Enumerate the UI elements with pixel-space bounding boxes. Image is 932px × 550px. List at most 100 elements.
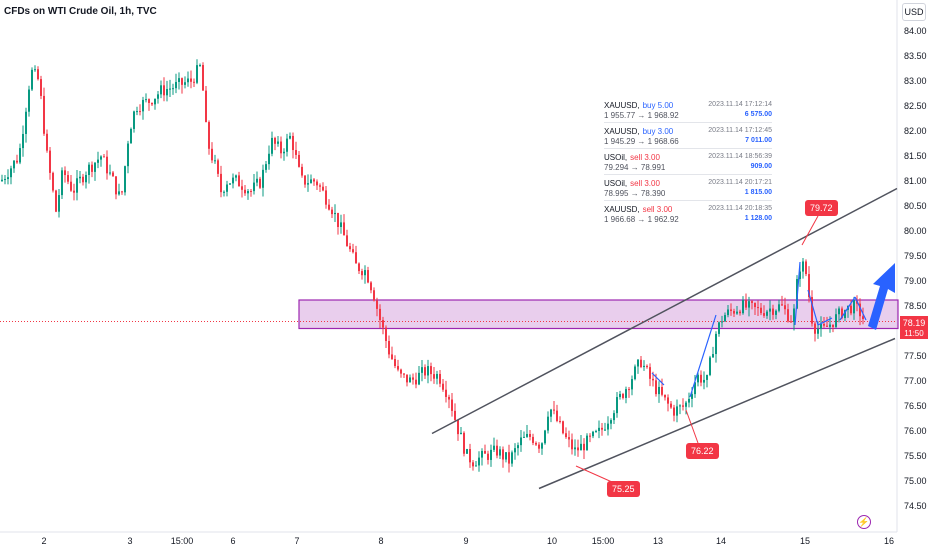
candle-body [328, 204, 330, 210]
callout-mid-leader [685, 409, 699, 444]
candle-body [34, 69, 36, 71]
trade-row[interactable]: USOil, sell 3.00 2023.11.14 18:56:39 79.2… [604, 149, 772, 175]
trade-row[interactable]: XAUUSD, buy 5.00 2023.11.14 17:12:14 1 95… [604, 97, 772, 123]
candle-body [160, 85, 162, 95]
time-axis: 2 3 15:00 6 7 8 9 10 15:00 13 14 15 16 [41, 536, 894, 546]
candle-body [487, 453, 489, 460]
candle-body [556, 410, 558, 421]
candle-body [448, 396, 450, 400]
time-tick-label: 15:00 [171, 536, 194, 546]
lightning-icon[interactable]: ⚡ [857, 515, 871, 529]
candle-body [271, 137, 273, 154]
candle-body [721, 321, 723, 323]
candle-body [703, 379, 705, 383]
candle-body [289, 135, 291, 139]
current-price-badge: 78.19 [900, 316, 928, 330]
candle-body [835, 314, 837, 327]
candle-body [217, 160, 219, 174]
candle-body [139, 111, 141, 113]
candle-body [337, 212, 339, 227]
candle-body [343, 222, 345, 236]
candle-body [232, 177, 234, 184]
candle-body [442, 383, 444, 390]
resistance-zone-layer [0, 299, 899, 330]
candle-body [220, 173, 222, 193]
drawings-layer [431, 187, 898, 490]
candle-body [766, 311, 768, 316]
candle-body [607, 423, 609, 430]
candle-body [58, 195, 60, 212]
candle-body [439, 373, 441, 384]
candle-body [46, 133, 48, 151]
candle-body [562, 421, 564, 434]
price-tick-label: 83.00 [904, 76, 927, 86]
trade-symbol: XAUUSD, [604, 101, 640, 110]
candle-body [28, 89, 30, 112]
candle-body [193, 81, 195, 83]
candle-body [169, 88, 171, 90]
candle-body [313, 179, 315, 182]
trade-prices: 79.294 → 78.991 [604, 163, 666, 172]
candle-body [649, 367, 651, 379]
candle-body [142, 99, 144, 112]
candle-body [655, 380, 657, 395]
candle-body [370, 282, 372, 291]
candle-body [43, 95, 45, 134]
candle-body [76, 178, 78, 193]
candle-body [151, 102, 153, 105]
candle-body [247, 191, 249, 194]
trade-symbol: USOil, [604, 179, 628, 188]
candle-body [601, 427, 603, 430]
price-tick-label: 75.00 [904, 476, 927, 486]
candle-body [700, 374, 702, 383]
candle-body [253, 182, 255, 192]
candle-body [784, 305, 786, 310]
trade-row[interactable]: XAUUSD, sell 3.00 2023.11.14 20:18:35 1 9… [604, 201, 772, 226]
candle-body [565, 433, 567, 438]
candle-body [382, 320, 384, 328]
candle-body [484, 450, 486, 454]
candle-body [412, 377, 414, 380]
currency-button[interactable]: USD [902, 3, 926, 21]
trade-pnl: 7 011.00 [745, 137, 772, 144]
candle-body [625, 389, 627, 398]
candle-body [16, 160, 18, 163]
candle-body [541, 443, 543, 449]
candle-body [544, 430, 546, 444]
candle-body [436, 373, 438, 379]
trade-row[interactable]: XAUUSD, buy 3.00 2023.11.14 17:12:45 1 94… [604, 123, 772, 149]
candle-body [106, 156, 108, 174]
candle-body [520, 437, 522, 446]
candle-body [532, 436, 534, 443]
callout-low: 75.25 [607, 481, 640, 497]
candle-body [421, 367, 423, 373]
price-tick-label: 79.00 [904, 276, 927, 286]
price-tick-label: 77.50 [904, 351, 927, 361]
candle-body [304, 175, 306, 185]
bar-countdown-badge: 11:50 [900, 328, 928, 339]
candle-body [685, 402, 687, 407]
price-tick-label: 80.00 [904, 226, 927, 236]
candle-body [463, 432, 465, 454]
trade-row[interactable]: USOil, sell 3.00 2023.11.14 20:17:21 78.9… [604, 175, 772, 201]
candle-body [49, 150, 51, 173]
candle-body [568, 437, 570, 440]
callout-high: 79.72 [805, 200, 838, 216]
candle-body [772, 308, 774, 315]
trade-side: sell 3.00 [630, 179, 660, 188]
candle-body [79, 176, 81, 179]
candle-body [823, 323, 825, 326]
candle-body [538, 444, 540, 449]
projection-arrow-segment [689, 314, 717, 398]
candle-body [250, 191, 252, 193]
candle-body [862, 316, 864, 320]
price-tick-label: 75.50 [904, 451, 927, 461]
candle-body [256, 178, 258, 183]
trade-side: sell 3.00 [630, 153, 660, 162]
candle-body [457, 419, 459, 435]
candle-body [586, 435, 588, 451]
candle-body [841, 308, 843, 319]
candle-body [550, 409, 552, 417]
trade-symbol: USOil, [604, 153, 628, 162]
